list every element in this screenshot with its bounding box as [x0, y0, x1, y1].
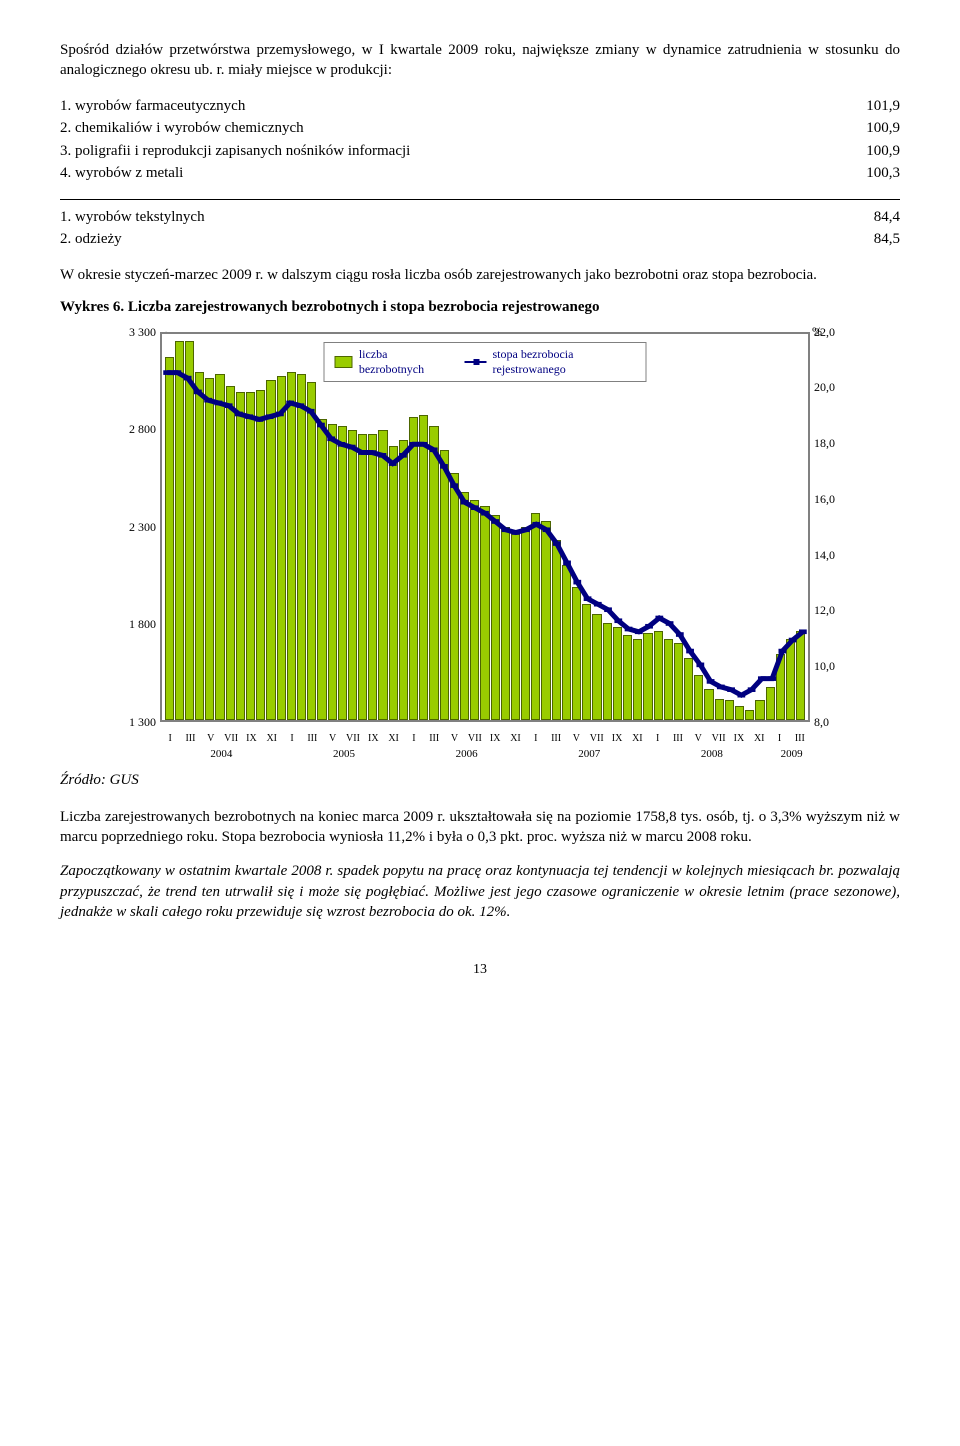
page-number: 13	[60, 962, 900, 978]
x-year: 2007	[528, 748, 651, 760]
x-axis-ticks: IIIIVVIIIXXIIIIIVVIIIXXIIIIIVVIIIXXIIIII…	[160, 733, 810, 744]
x-tick: IX	[729, 733, 749, 744]
list-item: 3. poligrafii i reprodukcji zapisanych n…	[60, 140, 900, 163]
y-right-tick: 18,0	[814, 436, 850, 451]
x-tick: VII	[587, 733, 607, 744]
bar-swatch	[335, 356, 353, 368]
chart-legend: liczba bezrobotnych stopa bezrobocia rej…	[324, 342, 647, 382]
x-tick: I	[160, 733, 180, 744]
x-tick: VII	[708, 733, 728, 744]
y-left-tick: 1 800	[120, 617, 156, 632]
paragraph-2: W okresie styczeń-marzec 2009 r. w dalsz…	[60, 265, 900, 285]
x-year: 2004	[160, 748, 283, 760]
y-right-tick: 22,0	[814, 325, 850, 340]
x-tick: V	[566, 733, 586, 744]
x-tick: XI	[262, 733, 282, 744]
list-item: 2. chemikaliów i wyrobów chemicznych100,…	[60, 117, 900, 140]
x-tick: I	[282, 733, 302, 744]
x-tick: III	[302, 733, 322, 744]
legend-bars: liczba bezrobotnych	[335, 347, 447, 377]
chart-title: Wykres 6. Liczba zarejestrowanych bezrob…	[60, 299, 900, 316]
intro-paragraph: Spośród działów przetwórstwa przemysłowe…	[60, 40, 900, 81]
legend-line: stopa bezrobocia rejestrowanego	[465, 347, 636, 377]
y-left-tick: 1 300	[120, 715, 156, 730]
x-tick: V	[323, 733, 343, 744]
x-year: 2005	[283, 748, 406, 760]
line-swatch	[465, 361, 487, 363]
y-right-tick: 20,0	[814, 380, 850, 395]
list-item: 1. wyrobów tekstylnych84,4	[60, 206, 900, 229]
list-top: 1. wyrobów farmaceutycznych101,92. chemi…	[60, 95, 900, 185]
x-tick: XI	[383, 733, 403, 744]
list-bottom: 1. wyrobów tekstylnych84,42. odzieży84,5	[60, 206, 900, 251]
x-tick: VII	[465, 733, 485, 744]
x-tick: VII	[343, 733, 363, 744]
x-tick: III	[790, 733, 810, 744]
x-tick: III	[180, 733, 200, 744]
paragraph-4: Zapoczątkowany w ostatnim kwartale 2008 …	[60, 861, 900, 922]
y-right-tick: 14,0	[814, 548, 850, 563]
y-left-tick: 2 800	[120, 422, 156, 437]
x-tick: III	[546, 733, 566, 744]
paragraph-3: Liczba zarejestrowanych bezrobotnych na …	[60, 807, 900, 848]
x-tick: IX	[363, 733, 383, 744]
y-right-tick: 12,0	[814, 603, 850, 618]
legend-bars-label: liczba bezrobotnych	[359, 347, 447, 377]
line-overlay	[162, 334, 808, 720]
x-tick: XI	[505, 733, 525, 744]
x-tick: IX	[241, 733, 261, 744]
list-item: 4. wyrobów z metali100,3	[60, 162, 900, 185]
chart-source: Źródło: GUS	[60, 772, 900, 789]
x-tick: I	[526, 733, 546, 744]
y-right-tick: 16,0	[814, 492, 850, 507]
y-left-tick: 3 300	[120, 325, 156, 340]
x-tick: IX	[607, 733, 627, 744]
list-divider	[60, 199, 900, 200]
x-tick: V	[444, 733, 464, 744]
list-item: 2. odzieży84,5	[60, 228, 900, 251]
x-tick: I	[769, 733, 789, 744]
y-left-tick: 2 300	[120, 520, 156, 535]
plot-area: liczba bezrobotnych stopa bezrobocia rej…	[160, 332, 810, 722]
x-tick: V	[201, 733, 221, 744]
unemployment-chart: tys. osób % liczba bezrobotnych stopa be…	[110, 322, 850, 762]
x-year: 2009	[773, 748, 810, 760]
x-year: 2006	[405, 748, 528, 760]
y-right-tick: 8,0	[814, 715, 850, 730]
x-tick: V	[688, 733, 708, 744]
y-right-tick: 10,0	[814, 659, 850, 674]
x-tick: VII	[221, 733, 241, 744]
x-tick: XI	[749, 733, 769, 744]
x-tick: I	[648, 733, 668, 744]
x-tick: III	[424, 733, 444, 744]
x-tick: XI	[627, 733, 647, 744]
list-item: 1. wyrobów farmaceutycznych101,9	[60, 95, 900, 118]
x-year: 2008	[651, 748, 774, 760]
x-axis-years: 200420052006200720082009	[160, 748, 810, 760]
x-tick: IX	[485, 733, 505, 744]
x-tick: III	[668, 733, 688, 744]
x-tick: I	[404, 733, 424, 744]
legend-line-label: stopa bezrobocia rejestrowanego	[493, 347, 636, 377]
